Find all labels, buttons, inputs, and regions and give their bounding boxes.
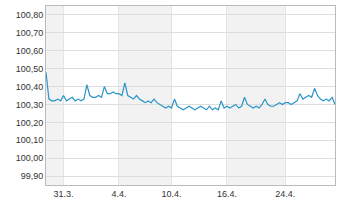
svg-text:10.4.: 10.4. [162,189,182,199]
svg-text:100,20: 100,20 [16,118,44,128]
svg-text:100,10: 100,10 [16,135,44,145]
svg-text:100,00: 100,00 [16,153,44,163]
svg-text:99,90: 99,90 [21,171,44,181]
svg-text:16.4.: 16.4. [217,189,237,199]
svg-text:31.3.: 31.3. [54,189,74,199]
svg-text:24.4.: 24.4. [275,189,295,199]
svg-text:4.4.: 4.4. [111,189,126,199]
svg-text:100,60: 100,60 [16,46,44,56]
svg-text:100,30: 100,30 [16,100,44,110]
svg-text:100,50: 100,50 [16,64,44,74]
svg-text:100,80: 100,80 [16,10,44,20]
svg-text:100,40: 100,40 [16,82,44,92]
svg-text:100,70: 100,70 [16,28,44,38]
